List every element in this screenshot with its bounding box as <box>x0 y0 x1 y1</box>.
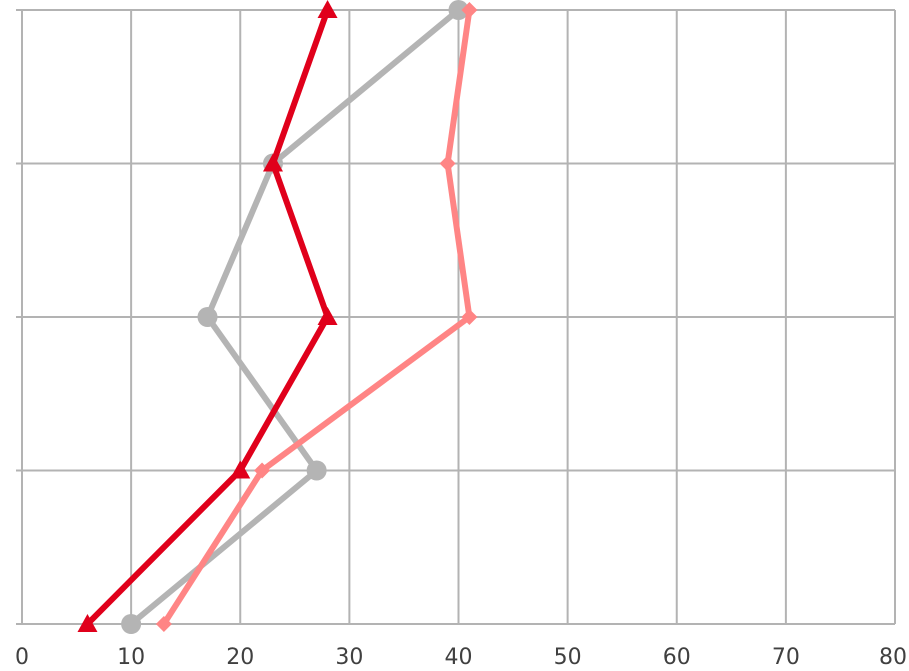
data-point-triangle <box>262 153 283 172</box>
data-point-diamond <box>461 2 478 18</box>
series-diamond <box>155 2 478 632</box>
data-point-diamond <box>254 462 271 479</box>
x-tick-label: 40 <box>445 645 473 670</box>
data-point-triangle <box>317 0 338 18</box>
series-triangle <box>77 0 338 632</box>
x-tick-label: 60 <box>663 645 691 670</box>
data-point-triangle <box>77 614 98 632</box>
x-tick-label: 20 <box>226 645 254 670</box>
series-layer <box>77 0 478 634</box>
x-tick-label: 30 <box>335 645 363 670</box>
x-tick-label: 0 <box>15 645 29 670</box>
data-point-triangle <box>317 307 338 325</box>
data-point-circle <box>121 614 142 634</box>
data-point-circle <box>448 0 469 20</box>
x-axis-tick-labels: 0 10 20 30 40 50 60 70 80 <box>15 645 907 670</box>
data-point-circle <box>306 460 327 481</box>
x-tick-label: 80 <box>879 645 907 670</box>
data-point-circle <box>197 307 218 327</box>
data-point-triangle <box>230 460 251 479</box>
data-point-diamond <box>461 309 478 325</box>
x-tick-label: 50 <box>554 645 582 670</box>
data-point-diamond <box>155 616 172 632</box>
x-tick-label: 70 <box>772 645 800 670</box>
data-point-diamond <box>439 155 456 172</box>
x-tick-label: 10 <box>117 645 145 670</box>
